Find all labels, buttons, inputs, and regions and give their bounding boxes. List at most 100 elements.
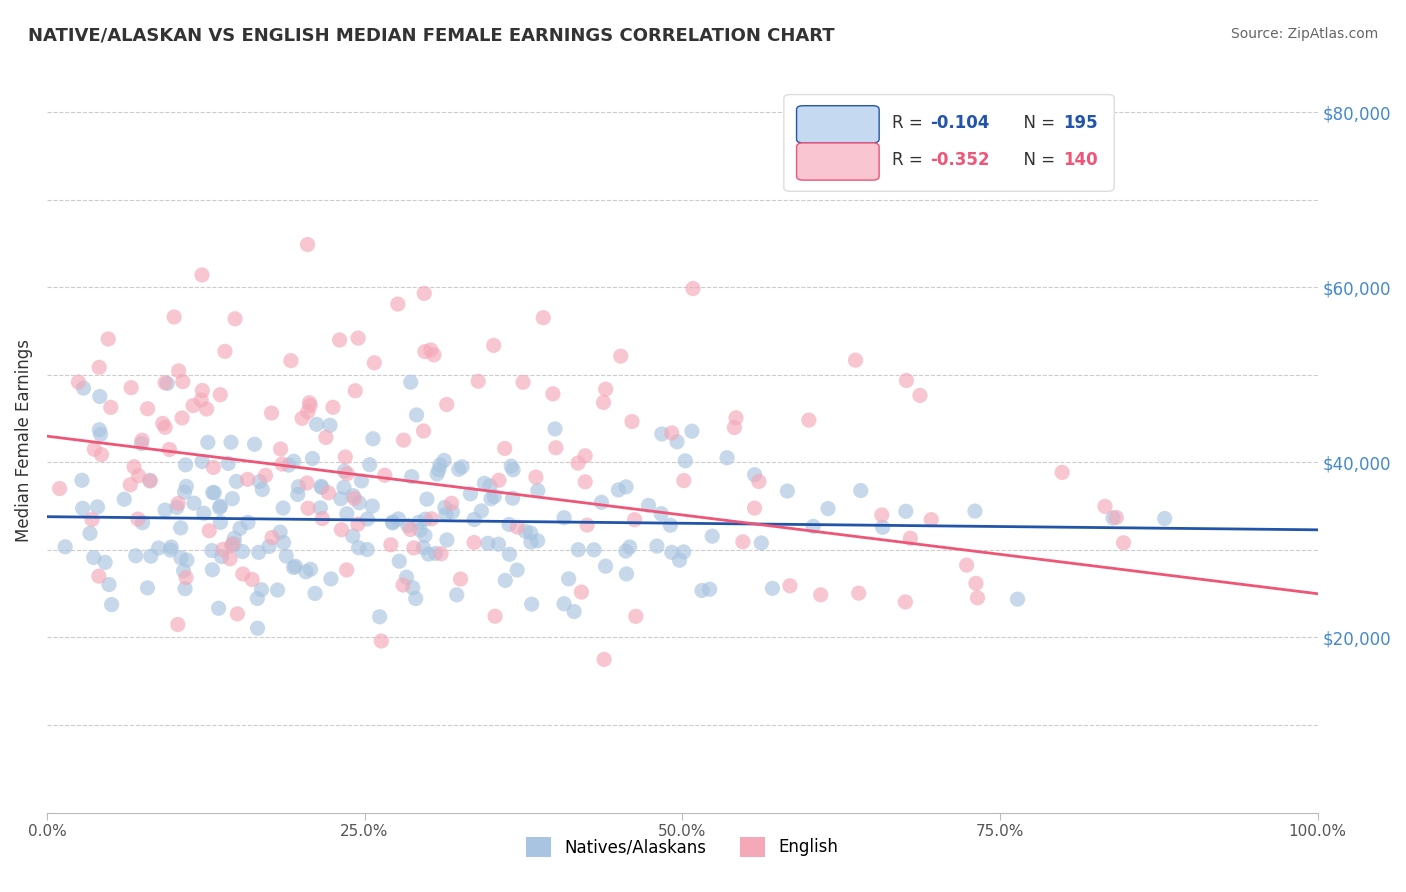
Point <box>574 475 596 489</box>
Point <box>956 558 979 573</box>
Point <box>336 467 359 481</box>
Point <box>409 523 432 537</box>
Point <box>80 512 103 526</box>
Point <box>344 384 367 398</box>
Point <box>494 442 516 456</box>
Point <box>506 520 529 534</box>
Point <box>436 533 458 547</box>
Point <box>72 381 94 395</box>
Point <box>744 501 766 516</box>
Point <box>467 374 489 388</box>
Point <box>723 420 745 434</box>
Point <box>90 448 112 462</box>
Point <box>309 500 332 515</box>
Point <box>212 542 235 557</box>
Point <box>966 591 988 605</box>
Point <box>170 411 193 425</box>
Point <box>159 442 181 457</box>
Point <box>402 581 425 595</box>
Point <box>350 474 373 488</box>
Point <box>214 344 236 359</box>
Point <box>520 535 543 549</box>
Point <box>159 543 181 558</box>
Point <box>219 551 242 566</box>
Point <box>262 531 284 545</box>
Point <box>224 531 246 545</box>
Point <box>342 529 364 543</box>
Point <box>249 475 271 489</box>
Point <box>131 436 153 450</box>
Point <box>221 491 243 506</box>
Point <box>440 496 463 510</box>
Point <box>623 513 645 527</box>
Point <box>484 490 506 504</box>
Point <box>682 281 704 295</box>
Point <box>232 544 254 558</box>
Point <box>526 483 548 498</box>
Point <box>494 574 516 588</box>
Point <box>488 537 510 551</box>
Point <box>347 496 370 510</box>
Point <box>97 332 120 346</box>
Point <box>318 485 340 500</box>
Point <box>614 544 637 558</box>
Point <box>512 376 534 390</box>
Point <box>277 458 299 472</box>
Point <box>297 501 319 516</box>
Point <box>396 518 419 533</box>
Point <box>702 529 724 543</box>
Point <box>413 344 436 359</box>
Point <box>412 541 434 555</box>
Point <box>298 396 321 410</box>
Text: N =: N = <box>1012 151 1060 169</box>
Point <box>571 585 593 599</box>
Point <box>761 582 783 596</box>
Y-axis label: Median Female Earnings: Median Female Earnings <box>15 339 32 542</box>
Point <box>190 393 212 408</box>
Point <box>232 566 254 581</box>
Point <box>844 353 866 368</box>
Point <box>731 534 754 549</box>
Point <box>299 399 322 413</box>
Point <box>128 468 150 483</box>
Point <box>167 496 190 510</box>
Point <box>330 523 353 537</box>
Point <box>416 492 439 507</box>
Point <box>98 577 121 591</box>
Point <box>447 462 470 476</box>
Point <box>202 460 225 475</box>
Point <box>236 472 259 486</box>
Point <box>434 508 457 522</box>
Text: 195: 195 <box>1063 114 1098 132</box>
Point <box>89 390 111 404</box>
Point <box>591 495 613 509</box>
Point <box>309 479 332 493</box>
Point <box>592 395 614 409</box>
Point <box>209 388 232 402</box>
Point <box>381 515 404 529</box>
Point <box>283 454 305 468</box>
Point <box>1112 535 1135 549</box>
Point <box>295 565 318 579</box>
Point <box>450 572 472 586</box>
Point <box>271 501 294 516</box>
Point <box>779 579 801 593</box>
Point <box>419 343 441 357</box>
Point <box>276 549 298 563</box>
Point <box>420 512 443 526</box>
Point <box>195 402 218 417</box>
Point <box>607 483 630 497</box>
Point <box>273 535 295 549</box>
Point <box>593 652 616 666</box>
Point <box>557 572 579 586</box>
Point <box>567 542 589 557</box>
Point <box>387 297 409 311</box>
Point <box>208 500 231 515</box>
Point <box>488 473 510 487</box>
Text: -0.104: -0.104 <box>929 114 990 132</box>
Point <box>347 331 370 345</box>
Point <box>661 425 683 440</box>
Point <box>169 521 191 535</box>
Point <box>380 538 402 552</box>
Point <box>224 311 246 326</box>
